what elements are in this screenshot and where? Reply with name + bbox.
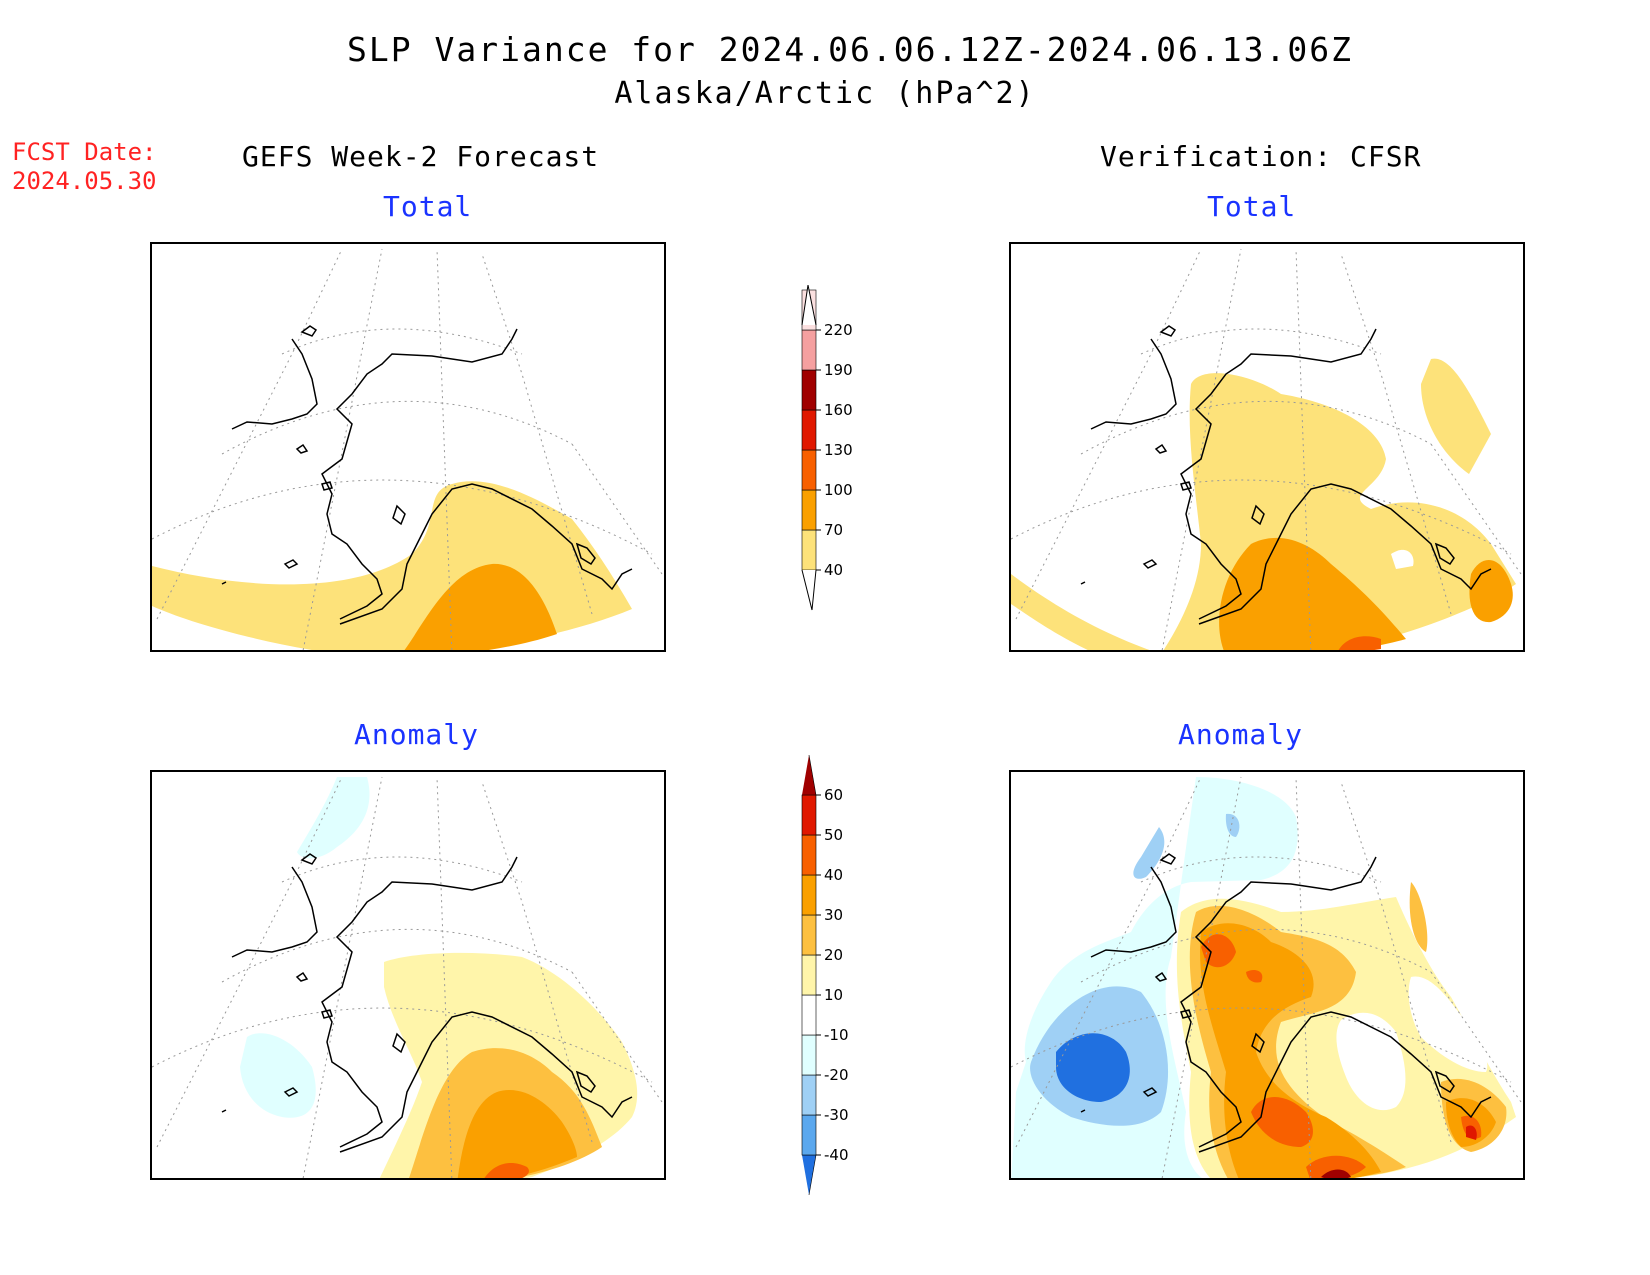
colorbar-tick-label: 60	[824, 786, 844, 804]
colorbar-swatch	[801, 529, 817, 571]
forecast-date-label: FCST Date: 2024.05.30	[12, 138, 157, 196]
panel-title-forecast-anomaly: Anomaly	[354, 718, 480, 751]
colorbar-swatch	[802, 1154, 817, 1196]
forecast-date-value: 2024.05.30	[12, 167, 157, 195]
colorbar-tick-label: 190	[824, 361, 853, 379]
colorbar-swatch	[801, 1114, 817, 1156]
colorbar-tick-label: 40	[824, 561, 844, 579]
panel-title-verification-anomaly: Anomaly	[1178, 718, 1304, 751]
total-colorbar-top-arrow	[801, 284, 817, 326]
total-colorbar-boxes	[801, 289, 821, 571]
shading-forecast-anomaly	[240, 777, 638, 1178]
colorbar-tick-label: -10	[824, 1026, 849, 1044]
coastline-forecast-anomaly	[221, 853, 633, 1153]
colorbar-swatch	[802, 754, 817, 796]
graticule-verification-anomaly	[1011, 776, 1522, 1178]
colorbar-swatch	[801, 874, 817, 916]
colorbar-swatch	[801, 1074, 817, 1116]
colorbar-tick-label: 30	[824, 906, 844, 924]
map-verification-anomaly	[1009, 770, 1525, 1180]
colorbar-swatch	[801, 834, 817, 876]
total-colorbar: 40 70 100 130 160 190 220	[800, 284, 860, 619]
colorbar-swatch	[801, 914, 817, 956]
panel-title-forecast-total: Total	[383, 190, 473, 223]
colorbar-tick-label: 130	[824, 441, 853, 459]
colorbar-tick-label: -20	[824, 1066, 849, 1084]
main-title: SLP Variance for 2024.06.06.12Z-2024.06.…	[347, 30, 1353, 69]
graticule-forecast-anomaly	[152, 776, 663, 1178]
colorbar-swatch	[801, 329, 817, 371]
colorbar-tick-label: 10	[824, 986, 844, 1004]
colorbar-tick-label: -40	[824, 1146, 849, 1164]
colorbar-swatch	[801, 369, 817, 411]
anomaly-colorbar: -40 -30 -20 -10 10 20 30 40 50 60	[800, 754, 860, 1209]
verification-column-heading: Verification: CFSR	[1100, 140, 1422, 173]
colorbar-tick-label: 20	[824, 946, 844, 964]
shading-forecast-total	[152, 481, 632, 650]
colorbar-tick-label: 50	[824, 826, 844, 844]
colorbar-swatch	[801, 994, 817, 1036]
coastline-verification-total	[1080, 325, 1492, 625]
colorbar-tick-label: 40	[824, 866, 844, 884]
map-forecast-anomaly	[150, 770, 666, 1180]
coastline-forecast-total	[221, 325, 633, 625]
colorbar-swatch	[801, 409, 817, 451]
anomaly-colorbar-boxes	[801, 754, 821, 1196]
panel-title-verification-total: Total	[1207, 190, 1297, 223]
total-colorbar-bottom-arrow	[801, 569, 817, 611]
forecast-date-caption: FCST Date:	[12, 138, 157, 166]
colorbar-swatch	[801, 794, 817, 836]
colorbar-swatch	[801, 1034, 817, 1076]
map-forecast-total	[150, 242, 666, 652]
map-verification-total	[1009, 242, 1525, 652]
graticule-verification-total	[1011, 248, 1522, 650]
shading-verification-anomaly	[1011, 777, 1516, 1178]
colorbar-swatch	[801, 489, 817, 531]
forecast-column-heading: GEFS Week-2 Forecast	[242, 140, 600, 173]
colorbar-swatch	[801, 954, 817, 996]
colorbar-tick-label: 220	[824, 321, 853, 339]
colorbar-tick-label: 70	[824, 521, 844, 539]
main-subtitle: Alaska/Arctic (hPa^2)	[614, 76, 1036, 111]
colorbar-swatch	[801, 449, 817, 491]
coastline-verification-anomaly	[1080, 853, 1492, 1153]
colorbar-tick-label: 100	[824, 481, 853, 499]
colorbar-tick-label: 160	[824, 401, 853, 419]
shading-verification-total	[1011, 358, 1516, 650]
graticule-forecast-total	[152, 248, 663, 650]
colorbar-tick-label: -30	[824, 1106, 849, 1124]
